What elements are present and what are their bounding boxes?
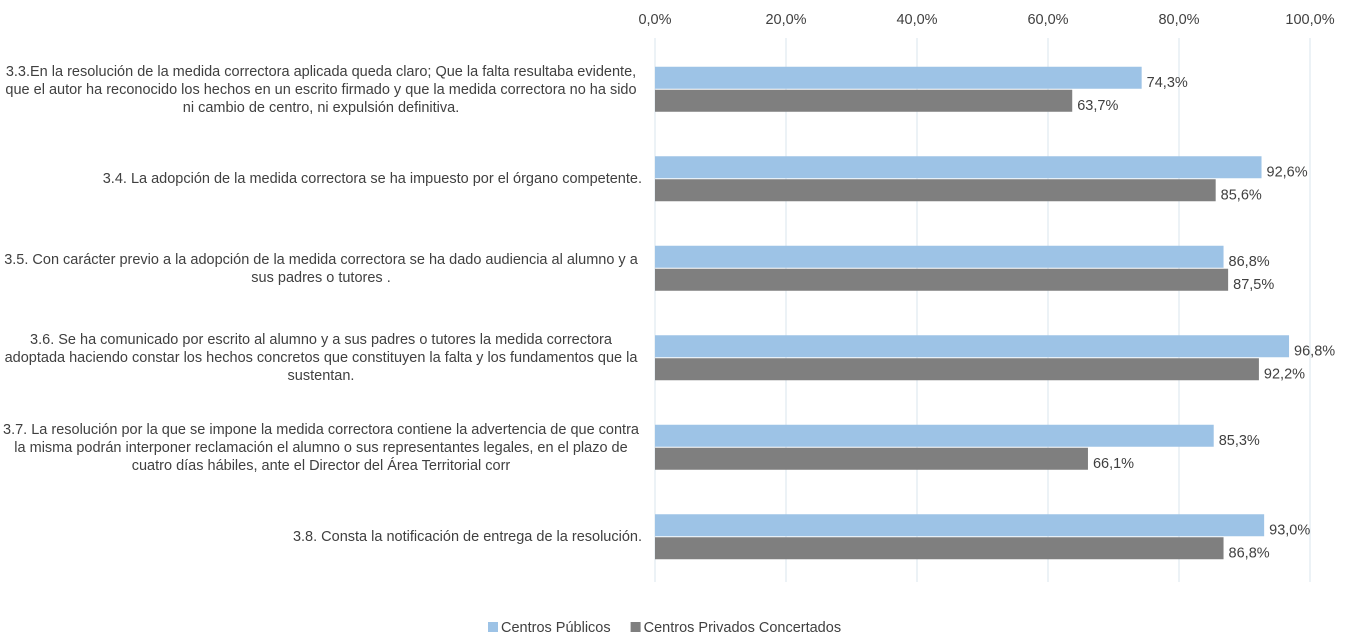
value-label: 63,7%: [1077, 98, 1118, 114]
value-label: 96,8%: [1294, 344, 1335, 360]
category-text: 3.8. Consta la notificación de entrega d…: [292, 529, 642, 546]
bar: [655, 245, 1224, 268]
bar: [655, 156, 1262, 179]
x-tick-label: 60,0%: [1027, 12, 1068, 28]
x-tick-label: 80,0%: [1158, 12, 1199, 28]
bar: [655, 537, 1224, 560]
value-label: 93,0%: [1269, 523, 1310, 539]
bar: [655, 89, 1073, 112]
category-label: 3.4. La adopción de la medida correctora…: [0, 139, 642, 219]
category-text: 3.3.En la resolución de la medida correc…: [5, 63, 637, 116]
category-text: 3.7. La resolución por la que se impone …: [3, 421, 639, 474]
category-text: 3.4. La adopción de la medida correctora…: [102, 171, 642, 188]
x-tick-label: 20,0%: [765, 12, 806, 28]
value-label: 74,3%: [1147, 75, 1188, 91]
bar: [655, 179, 1216, 202]
value-label: 92,2%: [1264, 367, 1305, 383]
legend-label: Centros Privados Concertados: [644, 620, 841, 636]
value-label: 92,6%: [1267, 165, 1308, 181]
bar: [655, 66, 1142, 89]
legend-label: Centros Públicos: [501, 620, 611, 636]
legend-swatch: [488, 622, 498, 632]
category-label: 3.6. Se ha comunicado por escrito al alu…: [0, 318, 642, 398]
category-text: 3.6. Se ha comunicado por escrito al alu…: [4, 332, 638, 385]
value-label: 86,8%: [1229, 254, 1270, 270]
bar: [655, 335, 1290, 358]
category-label: 3.7. La resolución por la que se impone …: [0, 408, 642, 488]
category-label: 3.3.En la resolución de la medida correc…: [0, 50, 642, 130]
value-label: 85,6%: [1221, 188, 1262, 204]
category-label: 3.5. Con carácter previo a la adopción d…: [0, 229, 642, 309]
value-label: 66,1%: [1093, 456, 1134, 472]
value-label: 85,3%: [1219, 433, 1260, 449]
x-tick-label: 0,0%: [638, 12, 671, 28]
bar: [655, 447, 1088, 470]
x-tick-label: 100,0%: [1285, 12, 1334, 28]
value-label: 87,5%: [1233, 277, 1274, 293]
bar: [655, 268, 1229, 291]
bar: [655, 358, 1259, 381]
legend-swatch: [630, 622, 641, 632]
bar: [655, 514, 1265, 537]
value-label: 86,8%: [1229, 546, 1270, 562]
category-label: 3.8. Consta la notificación de entrega d…: [0, 497, 642, 577]
bar: [655, 424, 1214, 447]
x-tick-label: 40,0%: [896, 12, 937, 28]
category-text: 3.5. Con carácter previo a la adopción d…: [4, 251, 638, 286]
